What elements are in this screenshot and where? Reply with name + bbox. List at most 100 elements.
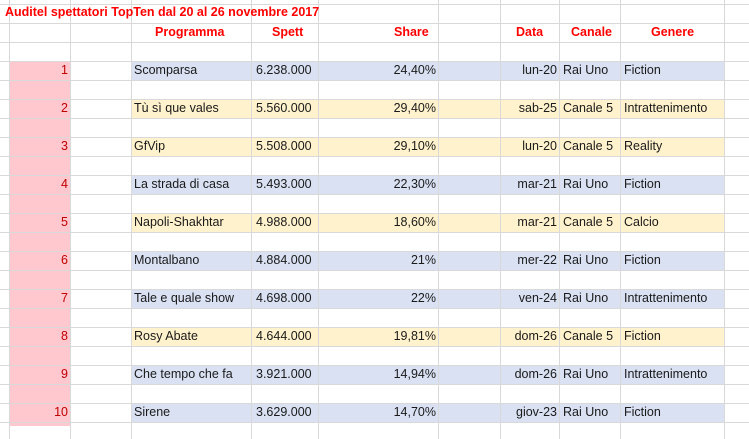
cell-programma[interactable]: Sirene: [134, 405, 171, 419]
grid-column-line: [620, 0, 621, 439]
cell-genere[interactable]: Calcio: [624, 215, 659, 229]
cell-canale[interactable]: Rai Uno: [563, 63, 609, 77]
cell-spett[interactable]: 3.921.000: [256, 367, 312, 381]
cell-canale[interactable]: Canale 5: [563, 101, 614, 115]
cell-programma[interactable]: GfVip: [134, 139, 166, 153]
cell-data[interactable]: mar-21: [517, 177, 557, 191]
grid-row-line: [0, 346, 749, 347]
grid-column-line: [131, 0, 132, 439]
cell-data[interactable]: giov-23: [516, 405, 557, 419]
cell-programma[interactable]: Napoli-Shakhtar: [134, 215, 224, 229]
row-highlight: [131, 289, 724, 308]
cell-share[interactable]: 14,70%: [393, 405, 436, 419]
cell-genere[interactable]: Intrattenimento: [624, 101, 708, 115]
cell-spett[interactable]: 3.629.000: [256, 405, 312, 419]
grid-row-line: [0, 61, 749, 62]
grid-row-line: [0, 99, 749, 100]
grid-row-line: [0, 308, 749, 309]
cell-rank[interactable]: 10: [54, 405, 68, 419]
cell-share[interactable]: 18,60%: [393, 215, 436, 229]
cell-canale[interactable]: Rai Uno: [563, 253, 609, 267]
grid-row-line: [0, 175, 749, 176]
header-spett[interactable]: Spett: [272, 25, 304, 39]
grid-row-line: [0, 327, 749, 328]
cell-share[interactable]: 29,40%: [393, 101, 436, 115]
cell-rank[interactable]: 7: [61, 291, 68, 305]
cell-rank[interactable]: 4: [61, 177, 68, 191]
cell-programma[interactable]: Tù sì que vales: [134, 101, 219, 115]
cell-share[interactable]: 19,81%: [393, 329, 436, 343]
row-highlight: [131, 137, 724, 156]
cell-spett[interactable]: 4.988.000: [256, 215, 312, 229]
cell-canale[interactable]: Rai Uno: [563, 291, 609, 305]
cell-rank[interactable]: 6: [61, 253, 68, 267]
cell-genere[interactable]: Fiction: [624, 63, 661, 77]
cell-canale[interactable]: Canale 5: [563, 139, 614, 153]
cell-spett[interactable]: 5.493.000: [256, 177, 312, 191]
cell-canale[interactable]: Rai Uno: [563, 367, 609, 381]
grid-row-line: [0, 365, 749, 366]
cell-rank[interactable]: 8: [61, 329, 68, 343]
cell-data[interactable]: sab-25: [518, 101, 557, 115]
cell-programma[interactable]: Rosy Abate: [134, 329, 198, 343]
cell-genere[interactable]: Intrattenimento: [624, 367, 708, 381]
cell-programma[interactable]: La strada di casa: [134, 177, 230, 191]
grid-row-line: [0, 403, 749, 404]
cell-rank[interactable]: 2: [61, 101, 68, 115]
cell-share[interactable]: 14,94%: [393, 367, 436, 381]
cell-data[interactable]: ven-24: [518, 291, 557, 305]
cell-rank[interactable]: 3: [61, 139, 68, 153]
grid-row-line: [0, 232, 749, 233]
cell-rank[interactable]: 5: [61, 215, 68, 229]
cell-rank[interactable]: 9: [61, 367, 68, 381]
header-genere[interactable]: Genere: [651, 25, 695, 39]
cell-genere[interactable]: Fiction: [624, 405, 661, 419]
grid-row-line: [0, 156, 749, 157]
grid-row-line: [0, 137, 749, 138]
grid-row-line: [0, 384, 749, 385]
grid-row-line: [0, 80, 749, 81]
cell-data[interactable]: dom-26: [514, 329, 557, 343]
cell-genere[interactable]: Intrattenimento: [624, 291, 708, 305]
cell-spett[interactable]: 4.698.000: [256, 291, 312, 305]
cell-share[interactable]: 24,40%: [393, 63, 436, 77]
grid-column-line: [438, 0, 439, 439]
row-highlight: [131, 403, 724, 422]
cell-canale[interactable]: Rai Uno: [563, 405, 609, 419]
header-programma[interactable]: Programma: [155, 25, 225, 39]
grid-row-line: [0, 289, 749, 290]
cell-spett[interactable]: 4.884.000: [256, 253, 312, 267]
cell-share[interactable]: 22,30%: [393, 177, 436, 191]
cell-share[interactable]: 22%: [410, 291, 436, 305]
row-highlight: [131, 61, 724, 80]
header-data[interactable]: Data: [516, 25, 544, 39]
cell-spett[interactable]: 6.238.000: [256, 63, 312, 77]
header-canale[interactable]: Canale: [571, 25, 612, 39]
cell-canale[interactable]: Rai Uno: [563, 177, 609, 191]
cell-genere[interactable]: Fiction: [624, 253, 661, 267]
cell-genere[interactable]: Reality: [624, 139, 663, 153]
cell-spett[interactable]: 5.560.000: [256, 101, 312, 115]
cell-data[interactable]: mar-21: [517, 215, 557, 229]
grid-row-line: [0, 118, 749, 119]
header-share[interactable]: Share: [394, 25, 429, 39]
cell-data[interactable]: lun-20: [522, 139, 557, 153]
cell-canale[interactable]: Canale 5: [563, 215, 614, 229]
cell-share[interactable]: 29,10%: [393, 139, 436, 153]
cell-programma[interactable]: Montalbano: [134, 253, 200, 267]
cell-data[interactable]: lun-20: [522, 63, 557, 77]
cell-programma[interactable]: Scomparsa: [134, 63, 198, 77]
cell-programma[interactable]: Che tempo che fa: [134, 367, 233, 381]
cell-spett[interactable]: 4.644.000: [256, 329, 312, 343]
cell-genere[interactable]: Fiction: [624, 329, 661, 343]
grid-column-line: [559, 0, 560, 439]
cell-share[interactable]: 21%: [410, 253, 436, 267]
cell-programma[interactable]: Tale e quale show: [134, 291, 235, 305]
cell-rank[interactable]: 1: [61, 63, 68, 77]
cell-genere[interactable]: Fiction: [624, 177, 661, 191]
grid-row-line: [0, 194, 749, 195]
cell-canale[interactable]: Canale 5: [563, 329, 614, 343]
cell-data[interactable]: mer-22: [517, 253, 557, 267]
cell-data[interactable]: dom-26: [514, 367, 557, 381]
cell-spett[interactable]: 5.508.000: [256, 139, 312, 153]
